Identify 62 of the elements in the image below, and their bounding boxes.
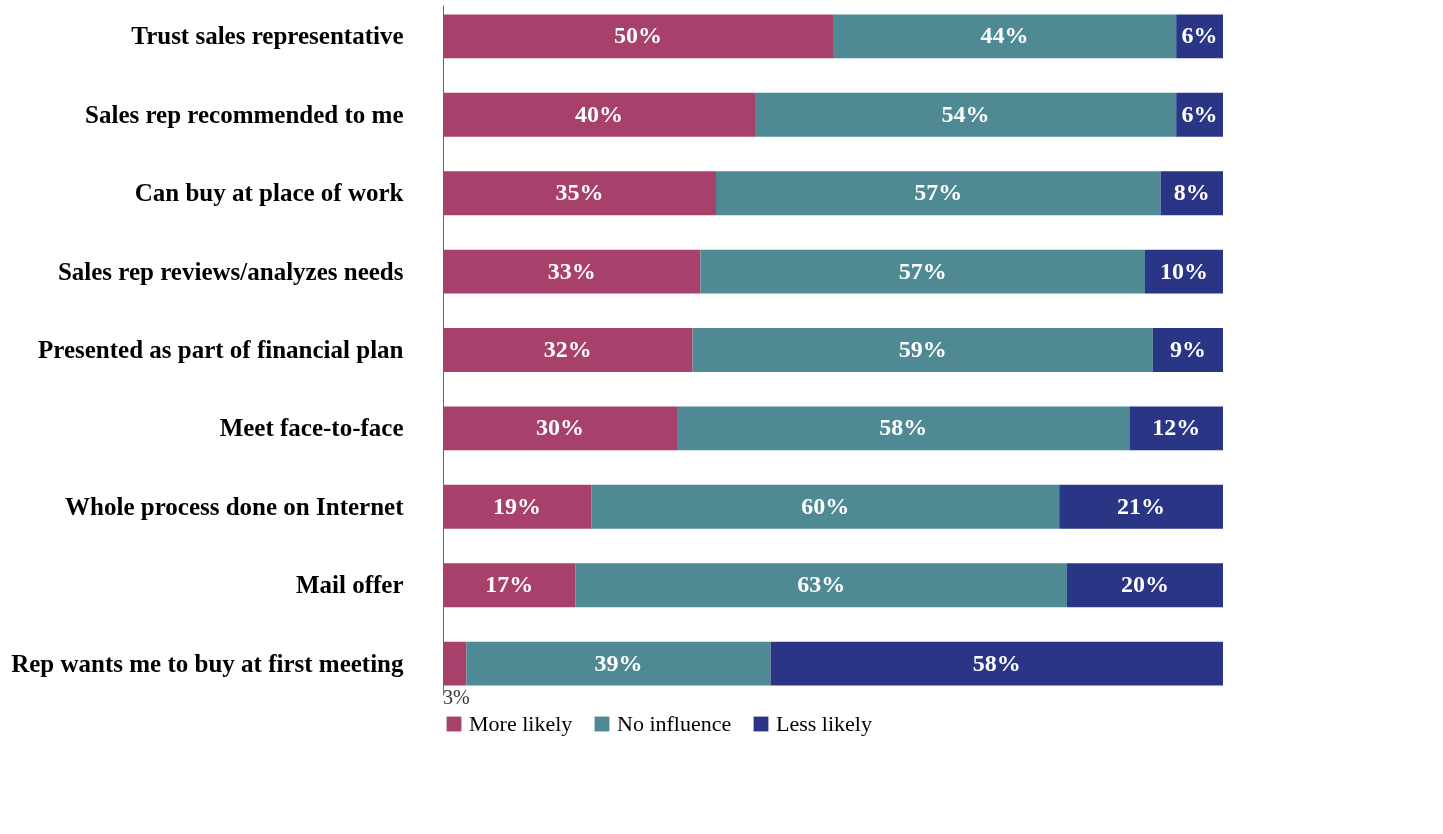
bar — [1067, 563, 1223, 608]
y-tick-label: Trust sales representative — [131, 22, 404, 50]
data-label: 32% — [543, 336, 592, 362]
y-tick-label: Presented as part of financial plan — [37, 336, 404, 363]
bar — [443, 641, 467, 686]
data-label: 33% — [547, 257, 596, 284]
y-tick-label: Rep wants me to buy at first meeting — [11, 649, 404, 677]
data-label: 58% — [972, 649, 1021, 676]
data-label: 6% — [1181, 22, 1218, 49]
data-label: 50% — [614, 22, 662, 49]
bar — [677, 406, 1130, 451]
data-label: 54% — [941, 100, 990, 127]
data-label: 58% — [879, 414, 928, 441]
data-label: 19% — [493, 492, 542, 519]
bar — [443, 92, 755, 137]
data-label: 6% — [1181, 100, 1218, 127]
bar — [466, 641, 771, 686]
legend-label: No influence — [617, 711, 732, 736]
legend-label: Less likely — [776, 711, 872, 736]
data-label: 10% — [1160, 257, 1208, 284]
y-tick-label: Sales rep reviews/analyzes needs — [57, 257, 404, 285]
data-label: 57% — [914, 179, 963, 206]
bar — [591, 484, 1060, 529]
data-label: 40% — [575, 100, 623, 127]
data-label: 44% — [980, 22, 1029, 49]
y-tick-label: Whole process done on Internet — [65, 492, 405, 520]
bar — [575, 563, 1067, 608]
data-label: 39% — [594, 649, 643, 676]
bar — [443, 563, 576, 608]
bar — [833, 14, 1177, 59]
bar — [443, 249, 701, 294]
bar — [443, 171, 716, 216]
data-label: 63% — [797, 571, 846, 598]
data-label: 8% — [1173, 179, 1210, 206]
bar — [1129, 406, 1223, 451]
data-label: 57% — [898, 257, 947, 284]
bar — [443, 14, 833, 59]
data-label: 35% — [555, 179, 604, 206]
data-label: 9% — [1169, 336, 1206, 362]
bar — [443, 406, 677, 451]
data-label: 20% — [1121, 571, 1169, 598]
y-tick-label: Sales rep recommended to me — [85, 100, 404, 128]
bar — [755, 92, 1177, 137]
data-label: 60% — [801, 492, 850, 519]
y-tick-label: Mail offer — [295, 571, 404, 599]
y-tick-label: Can buy at place of work — [134, 179, 404, 207]
bar — [443, 484, 592, 529]
bar — [770, 641, 1223, 686]
y-tick-label: Meet face-to-face — [219, 414, 404, 442]
data-label: 59% — [898, 336, 947, 362]
bar — [1059, 484, 1223, 529]
bar — [692, 328, 1153, 372]
bar — [1152, 328, 1223, 372]
data-label: 12% — [1152, 414, 1201, 441]
bar — [700, 249, 1145, 294]
bar — [443, 328, 693, 372]
bar — [716, 171, 1161, 216]
data-label: 21% — [1117, 492, 1166, 519]
legend-label: More likely — [469, 711, 573, 736]
data-label: 3% — [443, 685, 470, 708]
data-label: 30% — [536, 414, 584, 441]
data-label: 17% — [485, 571, 534, 598]
